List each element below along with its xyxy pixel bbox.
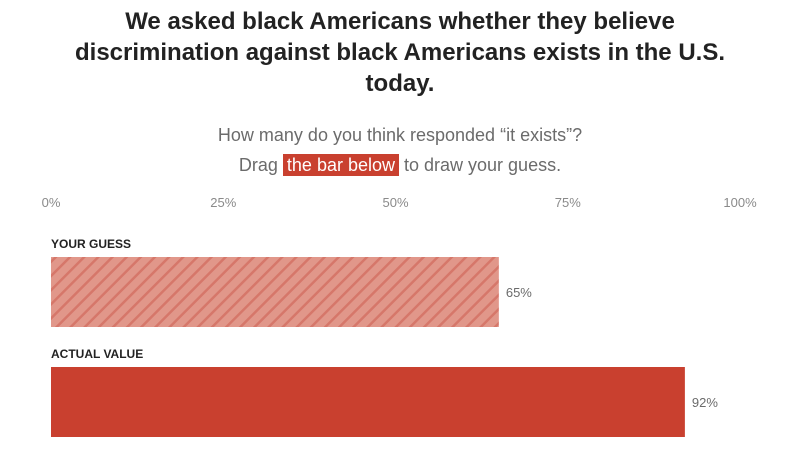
x-tick-label: 25% [210, 195, 236, 210]
x-tick-label: 0% [42, 195, 61, 210]
guess-bar[interactable] [51, 257, 499, 327]
bar-category-label: ACTUAL VALUE [51, 347, 143, 361]
bar-value-label: 65% [506, 285, 532, 300]
x-tick-label: 50% [382, 195, 408, 210]
bar-value-label: 92% [692, 395, 718, 410]
drag-hint-highlight[interactable]: the bar below [282, 154, 399, 176]
x-tick-label: 100% [723, 195, 757, 210]
prompt-text: How many do you think responded “it exis… [100, 120, 700, 180]
prompt-line-2-after: to draw your guess. [399, 155, 562, 175]
x-tick-label: 75% [555, 195, 581, 210]
bar-category-label: YOUR GUESS [51, 237, 131, 251]
prompt-line-2-before: Drag [238, 155, 283, 175]
chart-title: We asked black Americans whether they be… [75, 8, 725, 97]
prompt-line-2: Drag the bar below to draw your guess. [100, 150, 700, 180]
actual-value-bar [51, 367, 685, 437]
prompt-line-1: How many do you think responded “it exis… [217, 125, 583, 145]
